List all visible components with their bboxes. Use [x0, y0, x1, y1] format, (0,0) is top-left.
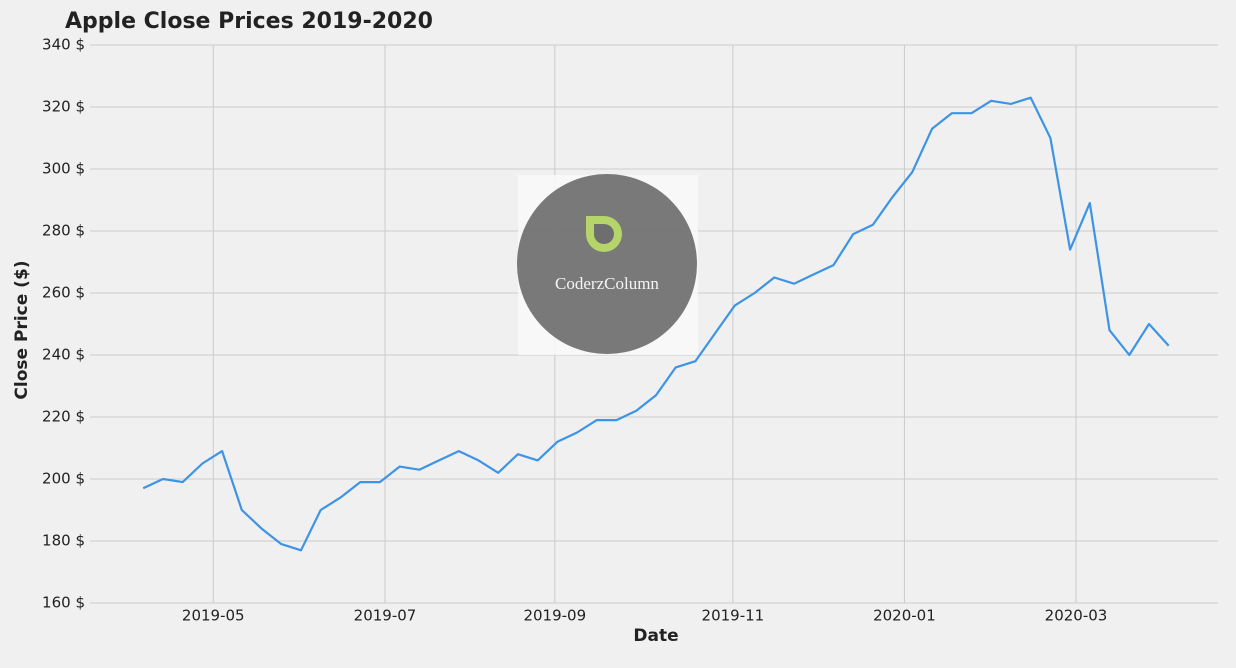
- y-tick-label: 320 $: [42, 98, 85, 116]
- y-tick-label: 160 $: [42, 594, 85, 612]
- y-tick-label: 220 $: [42, 408, 85, 426]
- watermark-text: CoderzColumn: [555, 274, 659, 293]
- grid: 160 $ 180 $ 200 $ 220 $ 240 $ 260 $ 280 $ 300 $…: [42, 36, 1218, 625]
- y-axis-label: Close Price ($): [12, 260, 32, 399]
- x-tick-label: 2019-11: [702, 607, 765, 625]
- y-tick-label: 280 $: [42, 222, 85, 240]
- x-tick-label: 2020-01: [873, 607, 936, 625]
- y-tick-label: 340 $: [42, 36, 85, 54]
- x-tick-label: 2020-03: [1045, 607, 1108, 625]
- chart-title: Apple Close Prices 2019-2020: [65, 9, 433, 34]
- x-tick-label: 2019-05: [182, 607, 245, 625]
- y-tick-label: 260 $: [42, 284, 85, 302]
- x-tick-label: 2019-09: [523, 607, 586, 625]
- y-tick-label: 300 $: [42, 160, 85, 178]
- y-tick-label: 180 $: [42, 532, 85, 550]
- watermark-logo-inner: [594, 224, 614, 244]
- y-tick-label: 240 $: [42, 346, 85, 364]
- marks: [142, 96, 1170, 552]
- watermark: CoderzColumn: [517, 174, 698, 355]
- x-tick-label: 2019-07: [354, 607, 417, 625]
- y-tick-label: 200 $: [42, 470, 85, 488]
- watermark-circle: [517, 174, 697, 354]
- price-line: [142, 96, 1170, 552]
- x-axis-label: Date: [633, 626, 678, 646]
